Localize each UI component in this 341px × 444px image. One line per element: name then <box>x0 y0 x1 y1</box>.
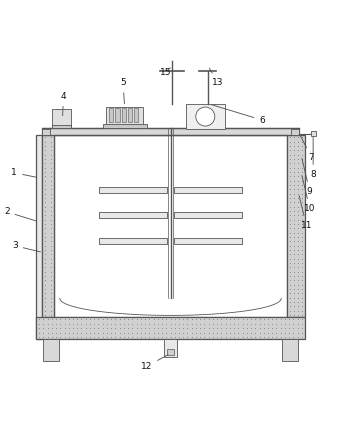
Bar <box>291 129 298 135</box>
Bar <box>99 212 167 218</box>
Bar <box>116 107 120 123</box>
Bar <box>122 107 126 123</box>
Text: 6: 6 <box>211 105 265 125</box>
Text: 2: 2 <box>4 207 37 221</box>
Text: 15: 15 <box>160 68 171 77</box>
Bar <box>164 339 177 357</box>
Bar <box>167 349 174 355</box>
Bar <box>99 186 167 193</box>
Text: 3: 3 <box>12 241 41 252</box>
Bar <box>186 104 225 129</box>
Text: 7: 7 <box>300 135 314 162</box>
Text: 9: 9 <box>302 159 313 196</box>
Bar <box>43 129 50 135</box>
Text: 5: 5 <box>120 78 126 104</box>
Bar <box>52 124 71 128</box>
Bar <box>134 107 138 123</box>
Bar <box>287 135 305 317</box>
Text: 13: 13 <box>209 68 224 87</box>
Bar <box>174 186 242 193</box>
Bar <box>174 212 242 218</box>
Bar <box>106 107 143 128</box>
Text: 1: 1 <box>11 168 37 177</box>
Bar <box>128 107 132 123</box>
Bar <box>54 135 287 317</box>
Text: 4: 4 <box>61 92 66 115</box>
Bar <box>311 131 316 136</box>
Bar <box>103 124 147 128</box>
Bar <box>99 238 167 244</box>
Text: 10: 10 <box>302 175 315 213</box>
Circle shape <box>196 107 215 126</box>
Bar <box>174 238 242 244</box>
Bar <box>43 135 54 317</box>
Bar <box>52 109 71 128</box>
Bar <box>109 107 114 123</box>
Bar <box>43 339 59 361</box>
Bar <box>282 339 298 361</box>
Text: 11: 11 <box>299 196 312 230</box>
Bar <box>36 317 305 339</box>
Bar <box>43 128 298 135</box>
Text: 8: 8 <box>310 136 316 179</box>
Bar <box>36 135 43 339</box>
Text: 12: 12 <box>141 355 168 371</box>
